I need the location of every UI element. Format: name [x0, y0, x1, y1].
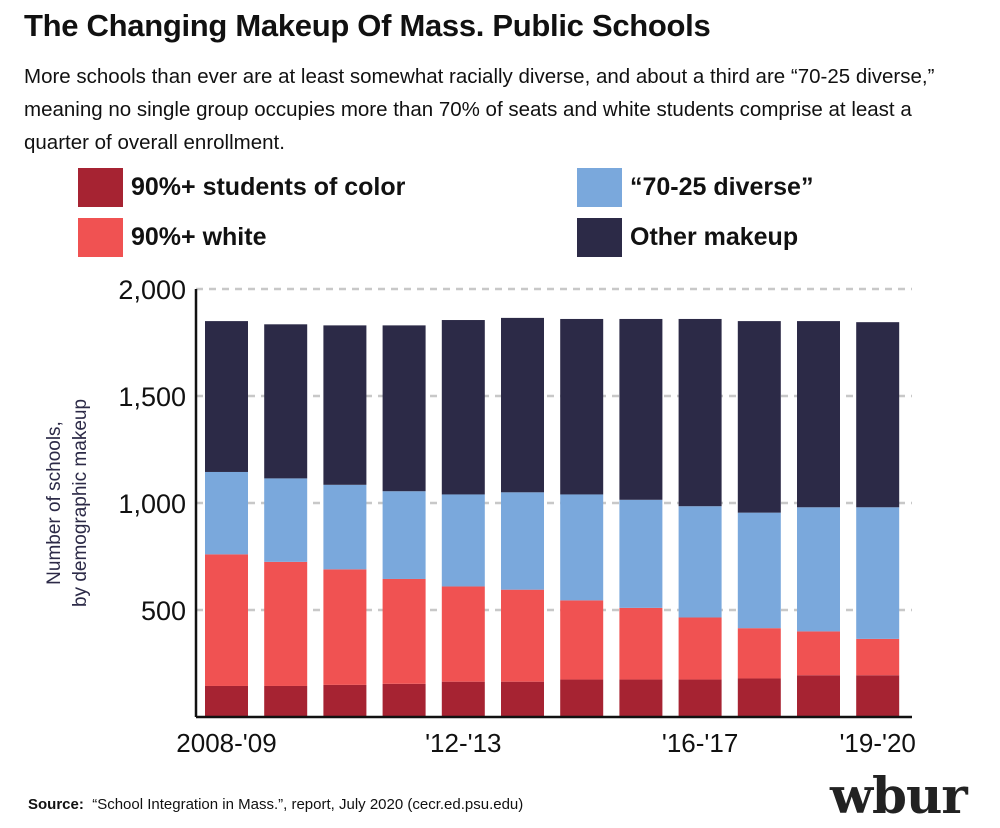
bar-segment	[737, 628, 781, 679]
bar-segment	[205, 554, 248, 686]
legend-label: Other makeup	[630, 223, 799, 251]
bar-segment	[737, 321, 781, 513]
bar-segment	[797, 675, 840, 717]
source-text: “School Integration in Mass.”, report, J…	[92, 796, 524, 813]
bar-segment	[441, 320, 485, 495]
legend-swatch-students-of-color	[78, 168, 123, 207]
bar-segment	[560, 679, 604, 717]
legend-item-students-of-color: 90%+ students of color	[78, 168, 405, 207]
bar-segment	[856, 507, 900, 639]
bar-segment	[737, 512, 781, 629]
bar-segment	[382, 325, 426, 492]
chart-title: The Changing Makeup Of Mass. Public Scho…	[24, 8, 711, 43]
bar-segment	[678, 617, 722, 680]
legend-label: 90%+ white	[131, 223, 267, 251]
bar-segment	[856, 322, 900, 508]
legend-swatch-other	[577, 218, 622, 257]
x-tick-label: '12-'13	[425, 728, 501, 758]
bar-segment	[382, 578, 426, 684]
x-tick-label: '19-'20	[839, 728, 915, 758]
bar-segment	[441, 681, 485, 717]
bar-segment	[501, 492, 544, 590]
chart-subtitle: More schools than ever are at least some…	[24, 65, 935, 154]
x-tick-label: '16-'17	[662, 728, 738, 758]
y-tick-label: 1,000	[118, 489, 186, 519]
y-tick-label: 1,500	[118, 382, 186, 412]
bar-segment	[678, 506, 722, 618]
bar-segment	[323, 684, 367, 717]
legend-item-other: Other makeup	[577, 218, 798, 257]
bar-segment	[560, 494, 604, 601]
bar-segment	[382, 683, 426, 717]
bar-segment	[797, 321, 840, 508]
source-note: Source: “School Integration in Mass.”, r…	[28, 796, 523, 813]
bar-segment	[619, 607, 663, 680]
bar-segment	[441, 494, 485, 587]
bar-segment	[678, 679, 722, 717]
bar-segment	[205, 471, 248, 555]
bar-segment	[441, 586, 485, 682]
legend-item-white: 90%+ white	[78, 218, 266, 257]
bar-segment	[797, 507, 840, 632]
bar-segment	[619, 318, 663, 500]
bar-segment	[264, 478, 308, 562]
bar-segment	[501, 317, 544, 493]
bar-segment	[323, 484, 367, 570]
y-tick-label: 2,000	[118, 275, 186, 305]
bar-segment	[264, 685, 308, 717]
bar-segment	[501, 589, 544, 682]
source-label: Source:	[28, 796, 84, 813]
legend-label: “70-25 diverse”	[630, 173, 814, 201]
bar-segment	[501, 681, 544, 717]
bar-segment	[856, 638, 900, 676]
legend-item-diverse: “70-25 diverse”	[577, 168, 813, 207]
bar-segment	[323, 569, 367, 685]
legend-label: 90%+ students of color	[131, 173, 406, 201]
bar-segment	[205, 685, 248, 717]
bar-segment	[737, 678, 781, 717]
bar-segment	[619, 499, 663, 608]
y-axis-label-line1: Number of schools,	[44, 421, 65, 585]
legend-swatch-white	[78, 218, 123, 257]
y-axis-label-line2: by demographic makeup	[70, 399, 91, 607]
bar-segment	[560, 600, 604, 680]
bar-segment	[205, 321, 248, 472]
x-tick-label: 2008-'09	[176, 728, 276, 758]
bar-segment	[382, 491, 426, 579]
bar-segment	[560, 318, 604, 495]
y-tick-label: 500	[141, 596, 186, 626]
bar-segment	[678, 318, 722, 507]
bar-segment	[856, 675, 900, 717]
bar-segment	[619, 679, 663, 717]
wbur-logo: wbur	[830, 766, 968, 825]
bar-segment	[797, 631, 840, 676]
bar-segment	[323, 325, 367, 485]
bar-segment	[264, 324, 308, 479]
legend-swatch-diverse	[577, 168, 622, 207]
bar-segment	[264, 561, 308, 686]
